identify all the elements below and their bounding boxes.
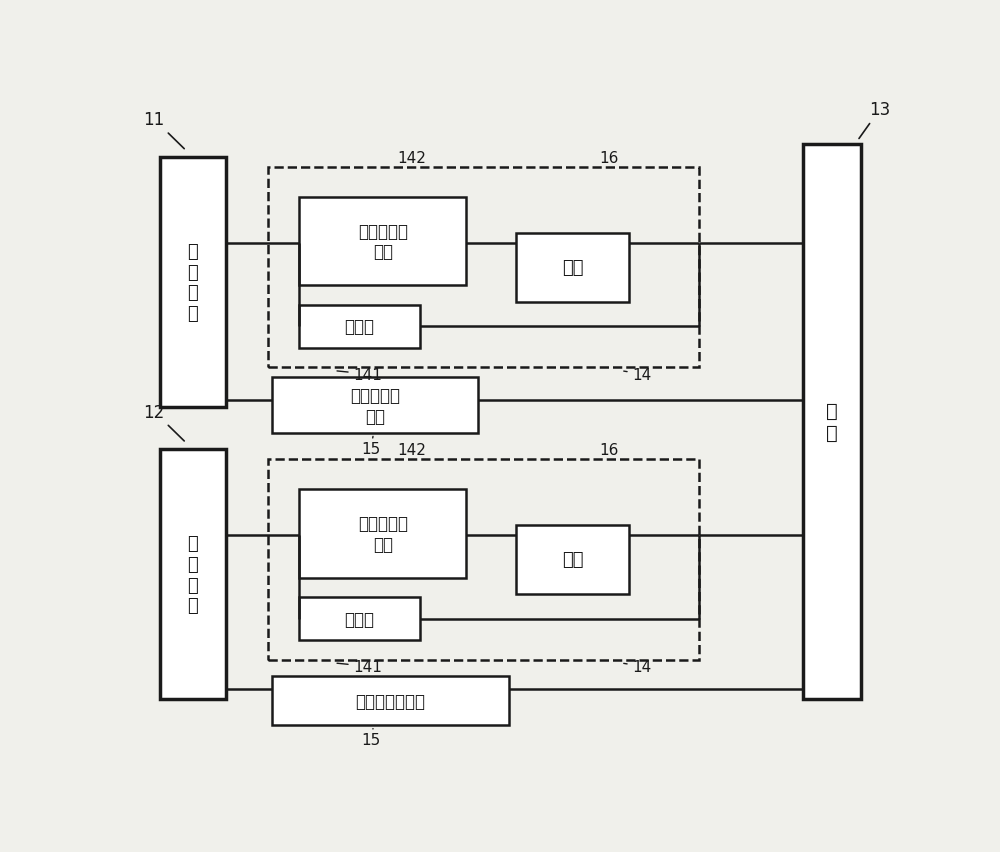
Text: 电阻: 电阻 bbox=[562, 551, 583, 569]
Text: 第一端合路
组件: 第一端合路 组件 bbox=[358, 222, 408, 261]
Text: 电阻: 电阻 bbox=[562, 259, 583, 277]
Text: 15: 15 bbox=[361, 728, 381, 747]
Text: 16: 16 bbox=[600, 442, 619, 458]
Bar bbox=[299, 597, 420, 640]
Text: 第二端合路组件: 第二端合路组件 bbox=[355, 692, 425, 710]
Text: 13: 13 bbox=[859, 101, 890, 140]
Bar bbox=[268, 168, 698, 368]
Text: 第
二
电
源: 第 二 电 源 bbox=[187, 534, 198, 615]
Bar bbox=[268, 460, 698, 659]
Text: 16: 16 bbox=[600, 151, 619, 165]
Bar bbox=[299, 306, 420, 348]
Text: 继电器: 继电器 bbox=[344, 610, 374, 628]
Text: 142: 142 bbox=[397, 442, 426, 458]
Text: 142: 142 bbox=[397, 151, 426, 165]
Text: 12: 12 bbox=[144, 403, 184, 441]
Text: 15: 15 bbox=[361, 437, 381, 456]
Bar bbox=[272, 676, 509, 726]
Text: 14: 14 bbox=[624, 367, 652, 382]
Text: 141: 141 bbox=[337, 659, 382, 674]
Text: 电
容: 电 容 bbox=[826, 401, 838, 442]
Bar bbox=[803, 145, 861, 699]
Text: 141: 141 bbox=[337, 367, 382, 382]
Bar bbox=[160, 158, 226, 407]
Text: 第一端合路
组件: 第一端合路 组件 bbox=[358, 515, 408, 553]
Bar bbox=[272, 377, 478, 434]
Text: 继电器: 继电器 bbox=[344, 318, 374, 336]
Text: 14: 14 bbox=[624, 659, 652, 674]
Bar bbox=[516, 233, 629, 302]
Bar bbox=[299, 489, 466, 578]
Text: 第
一
电
源: 第 一 电 源 bbox=[187, 243, 198, 323]
Text: 11: 11 bbox=[144, 112, 184, 149]
Text: 第二端合路
组件: 第二端合路 组件 bbox=[350, 386, 400, 425]
Bar bbox=[299, 198, 466, 286]
Bar bbox=[516, 526, 629, 595]
Bar bbox=[160, 450, 226, 699]
